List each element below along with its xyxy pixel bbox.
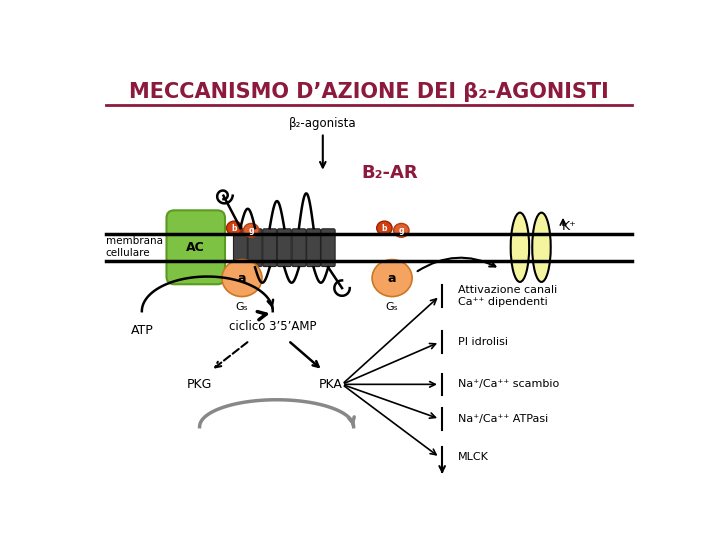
Text: PKG: PKG [187, 378, 212, 391]
Text: a: a [238, 272, 246, 285]
Text: Gₛ: Gₛ [386, 302, 398, 312]
Text: b: b [232, 224, 237, 233]
Text: AC: AC [186, 241, 205, 254]
FancyBboxPatch shape [307, 229, 320, 267]
Text: MECCANISMO D’AZIONE DEI β₂-AGONISTI: MECCANISMO D’AZIONE DEI β₂-AGONISTI [129, 82, 609, 102]
FancyBboxPatch shape [166, 211, 225, 284]
Text: β₂-agonista: β₂-agonista [289, 117, 356, 130]
Text: PKA: PKA [318, 378, 343, 391]
Ellipse shape [510, 213, 529, 282]
Ellipse shape [394, 224, 409, 237]
FancyBboxPatch shape [292, 229, 306, 267]
FancyBboxPatch shape [321, 229, 335, 267]
Text: b: b [382, 224, 387, 233]
FancyBboxPatch shape [248, 229, 262, 267]
Text: ATP: ATP [130, 324, 153, 337]
Text: a: a [388, 272, 396, 285]
Text: B₂-AR: B₂-AR [361, 164, 418, 181]
FancyBboxPatch shape [233, 229, 248, 267]
FancyBboxPatch shape [263, 229, 276, 267]
Text: Gₛ: Gₛ [235, 302, 248, 312]
Ellipse shape [227, 221, 242, 235]
Text: Attivazione canali
Ca⁺⁺ dipendenti: Attivazione canali Ca⁺⁺ dipendenti [457, 285, 557, 307]
Ellipse shape [532, 213, 551, 282]
Text: Na⁺/Ca⁺⁺ scambio: Na⁺/Ca⁺⁺ scambio [457, 379, 559, 389]
FancyBboxPatch shape [277, 229, 291, 267]
Text: membrana
cellulare: membrana cellulare [106, 237, 163, 258]
Ellipse shape [243, 224, 259, 237]
Text: K⁺: K⁺ [562, 220, 576, 233]
Ellipse shape [372, 260, 412, 296]
Text: ciclico 3’5’AMP: ciclico 3’5’AMP [229, 320, 317, 333]
Text: g: g [399, 226, 404, 235]
Text: g: g [248, 226, 254, 235]
Ellipse shape [377, 221, 392, 235]
Ellipse shape [222, 260, 262, 296]
Text: Na⁺/Ca⁺⁺ ATPasi: Na⁺/Ca⁺⁺ ATPasi [457, 414, 548, 424]
Text: MLCK: MLCK [457, 453, 488, 462]
Text: PI idrolisi: PI idrolisi [457, 337, 508, 347]
